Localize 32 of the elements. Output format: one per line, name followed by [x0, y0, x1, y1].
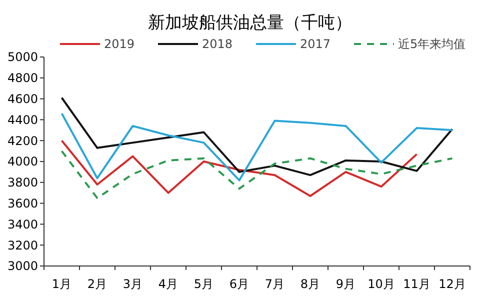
chart-title: 新加坡船供油总量（千吨） — [148, 13, 352, 33]
legend-label: 2019 — [104, 37, 135, 51]
x-tick-label: 8月 — [300, 277, 320, 291]
line-series — [60, 150, 454, 200]
x-tick-label: 10月 — [368, 277, 395, 291]
x-tick-label: 5月 — [194, 277, 214, 291]
line-series — [60, 96, 454, 176]
line-series — [60, 140, 418, 197]
y-tick-label: 4200 — [7, 134, 38, 148]
y-tick-label: 3200 — [7, 238, 38, 252]
x-tick-label: 3月 — [122, 277, 143, 291]
y-tick-label: 4600 — [7, 92, 38, 106]
x-tick-label: 12月 — [438, 277, 466, 291]
y-tick-label: 3400 — [7, 217, 38, 232]
y-tick-label: 3600 — [7, 196, 38, 210]
y-tick-label: 4800 — [7, 71, 38, 86]
y-tick-label: 4400 — [7, 112, 38, 127]
legend-label: 近5年来均值 — [398, 37, 466, 51]
y-tick-label: 3000 — [7, 259, 38, 274]
y-tick-label: 5000 — [7, 50, 38, 64]
x-tick-label: 11月 — [403, 277, 430, 291]
legend-label: 2017 — [300, 37, 331, 51]
x-tick-label: 4月 — [158, 277, 178, 291]
x-tick-label: 7月 — [264, 277, 285, 291]
legend-label: 2018 — [202, 37, 233, 51]
x-tick-label: 1月 — [52, 277, 72, 291]
x-tick-label: 9月 — [336, 277, 356, 291]
y-tick-label: 3800 — [7, 176, 38, 190]
x-tick-label: 6月 — [229, 277, 250, 291]
x-tick-label: 2月 — [87, 277, 108, 291]
y-tick-label: 4000 — [7, 154, 38, 169]
line-series — [60, 112, 454, 182]
